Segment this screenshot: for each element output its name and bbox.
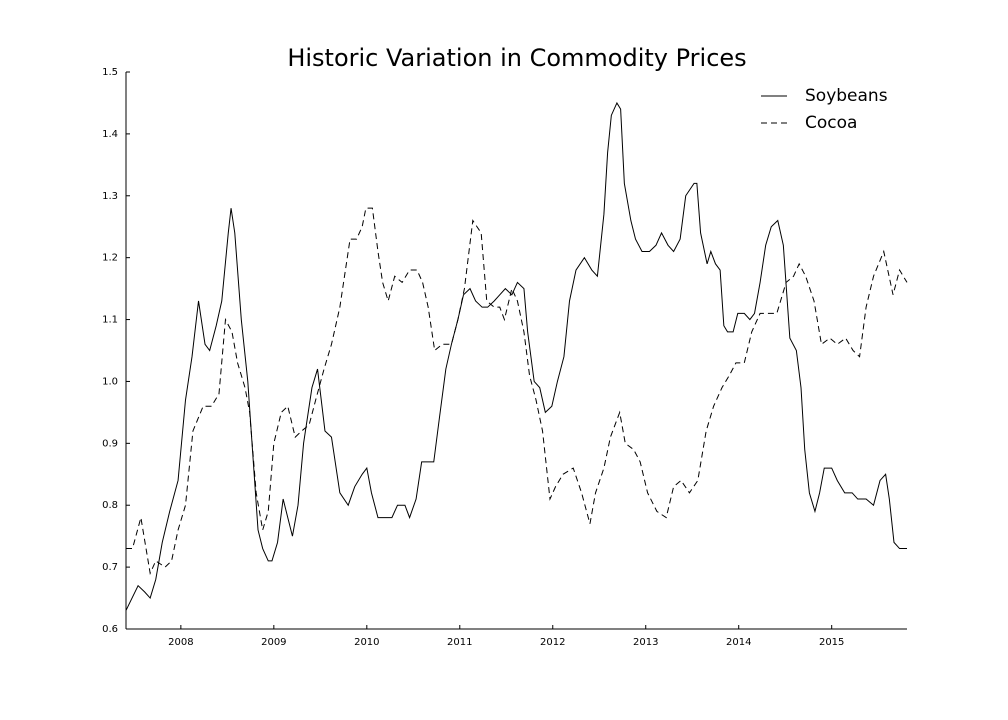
y-tick-label: 0.9 <box>102 438 118 449</box>
y-tick-label: 1.4 <box>102 129 118 140</box>
x-tick-label: 2010 <box>354 637 379 648</box>
x-tick-label: 2009 <box>261 637 286 648</box>
x-tick-label: 2013 <box>633 637 658 648</box>
y-tick-label: 1.2 <box>102 253 118 264</box>
y-tick-label: 0.6 <box>102 624 118 635</box>
y-tick-label: 1.1 <box>102 315 118 326</box>
legend-label: Soybeans <box>805 86 888 106</box>
y-tick-label: 1.5 <box>102 67 118 78</box>
x-tick-label: 2012 <box>540 637 565 648</box>
y-tick-label: 1.3 <box>102 191 118 202</box>
legend-label: Cocoa <box>805 113 857 133</box>
chart-title: Historic Variation in Commodity Prices <box>287 44 746 72</box>
x-tick-label: 2011 <box>447 637 472 648</box>
series-line <box>125 101 907 611</box>
x-tick-label: 2014 <box>726 637 751 648</box>
x-tick-label: 2015 <box>819 637 844 648</box>
y-tick-label: 1.0 <box>102 376 118 387</box>
x-tick-label: 2008 <box>168 637 193 648</box>
y-tick-label: 0.7 <box>102 562 118 573</box>
y-tick-label: 0.8 <box>102 500 118 511</box>
